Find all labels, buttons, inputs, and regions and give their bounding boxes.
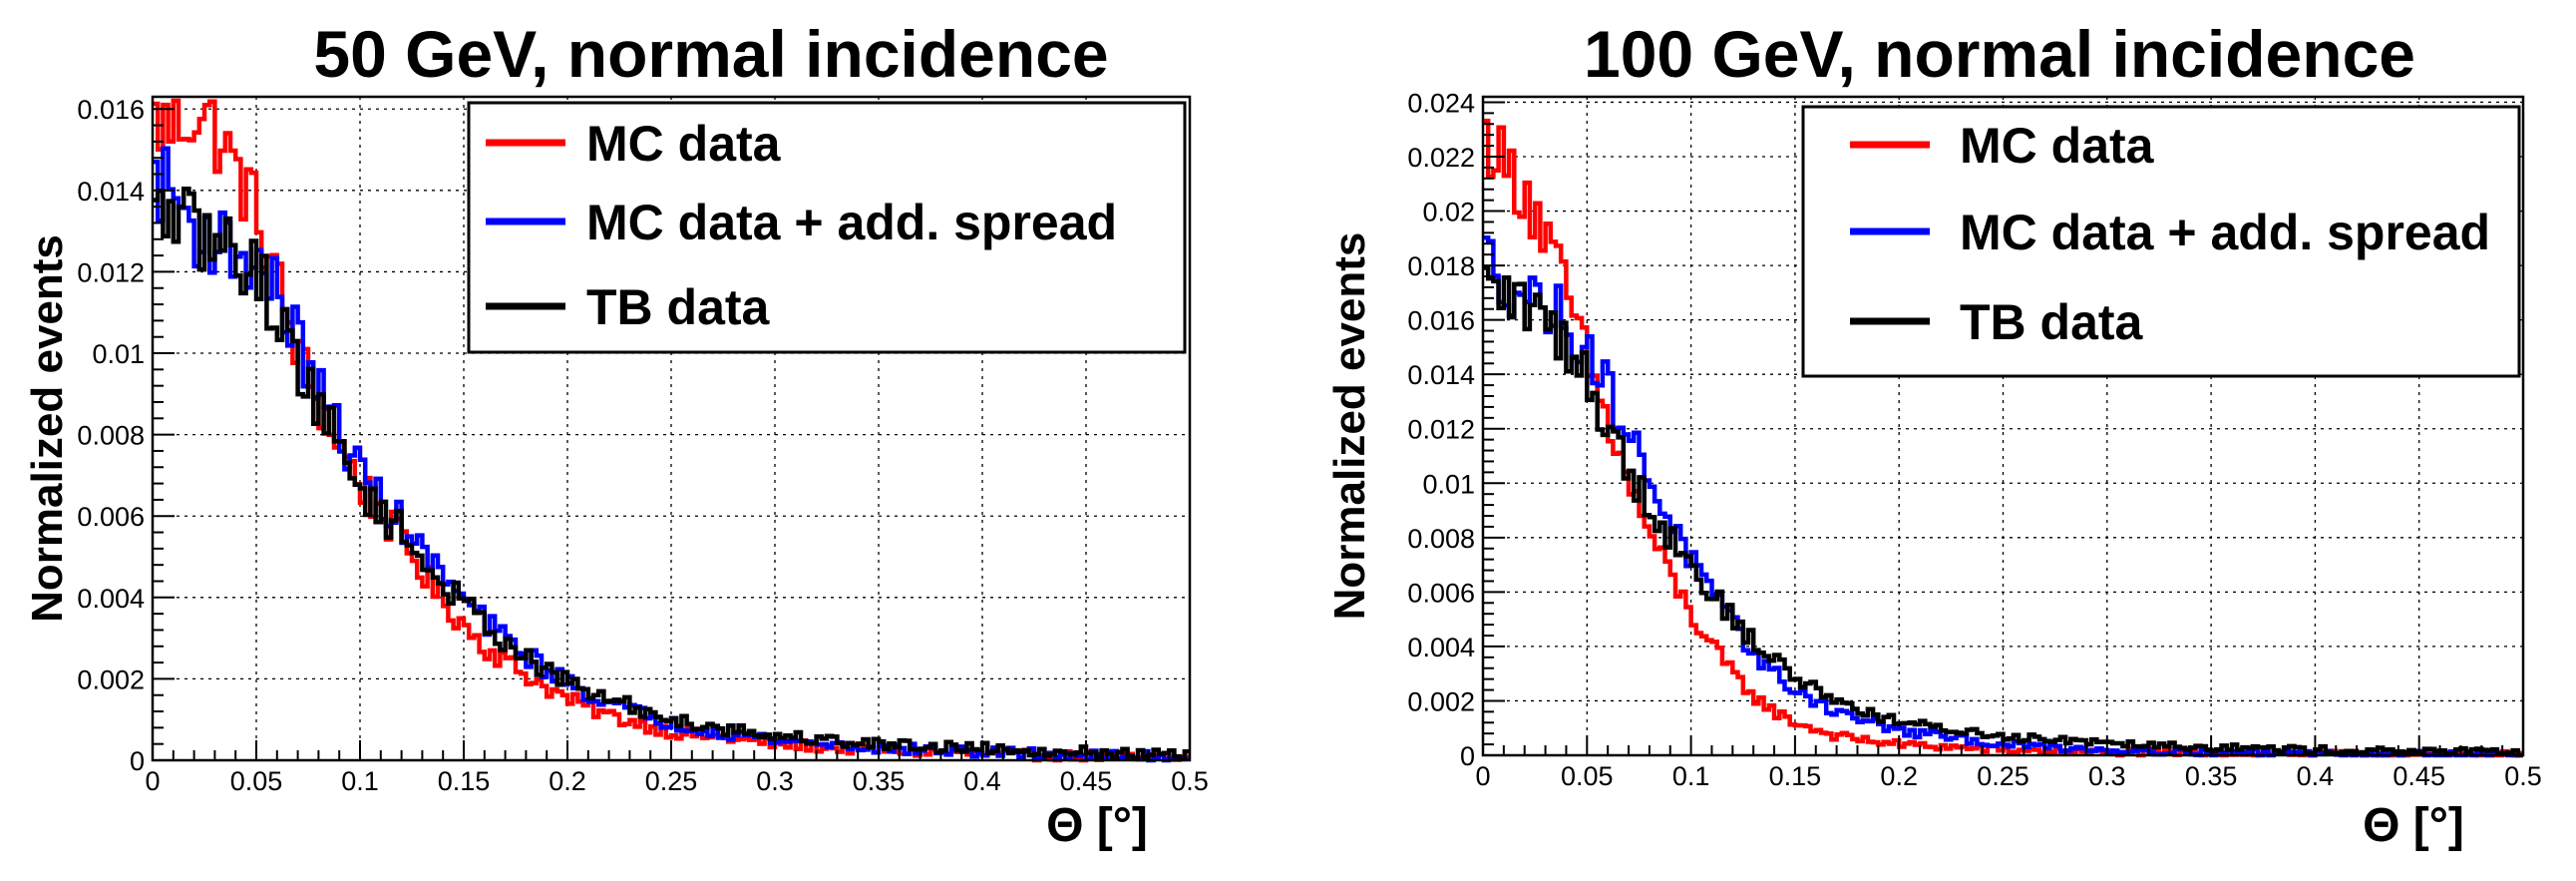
legend-label-2: TB data bbox=[1960, 294, 2144, 350]
x-tick-label: 0.2 bbox=[1880, 761, 1918, 791]
y-tick-label: 0.008 bbox=[1407, 524, 1475, 554]
y-tick-label: 0.006 bbox=[1407, 578, 1475, 608]
series-line-2 bbox=[153, 186, 1190, 762]
legend-label-1: MC data + add. spread bbox=[586, 195, 1117, 250]
x-axis-title: Θ [°] bbox=[2363, 799, 2464, 852]
x-tick-label: 0.25 bbox=[645, 766, 698, 796]
x-tick-label: 0.5 bbox=[2504, 761, 2542, 791]
y-tick-label: 0.004 bbox=[1407, 633, 1475, 662]
legend-label-2: TB data bbox=[586, 279, 771, 335]
series-line-2 bbox=[1483, 265, 2523, 758]
x-tick-label: 0.1 bbox=[341, 766, 379, 796]
chart-50gev: 50 GeV, normal incidence 0 0.05 0.1 0.15 0.2 0… bbox=[23, 17, 1209, 852]
y-tick-label: 0.006 bbox=[77, 502, 145, 532]
y-tick-label: 0.002 bbox=[1407, 686, 1475, 716]
x-tick-label: 0.45 bbox=[2392, 761, 2445, 791]
x-tick-label: 0.15 bbox=[438, 766, 491, 796]
x-tick-label: 0.35 bbox=[2185, 761, 2238, 791]
x-tick-label: 0.1 bbox=[1672, 761, 1710, 791]
legend-label-0: MC data bbox=[1960, 118, 2155, 174]
y-tick-label: 0.016 bbox=[1407, 306, 1475, 336]
x-tick-label: 0.15 bbox=[1769, 761, 1822, 791]
y-tick-label: 0.012 bbox=[77, 257, 145, 287]
y-tick-label: 0.016 bbox=[77, 95, 145, 125]
y-axis-ticks bbox=[1483, 101, 1505, 756]
y-tick-label: 0.022 bbox=[1407, 143, 1475, 173]
x-tick-label: 0.45 bbox=[1060, 766, 1113, 796]
y-axis-ticks bbox=[153, 108, 175, 761]
legend-label-1: MC data + add. spread bbox=[1960, 205, 2490, 260]
y-tick-label: 0.002 bbox=[77, 664, 145, 694]
y-tick-label: 0 bbox=[130, 746, 145, 776]
chart-title: 50 GeV, normal incidence bbox=[313, 17, 1108, 91]
x-tick-label: 0.2 bbox=[549, 766, 586, 796]
legend-label-0: MC data bbox=[586, 116, 782, 172]
legend-box bbox=[467, 101, 1187, 354]
x-tick-label: 0.05 bbox=[1561, 761, 1614, 791]
x-tick-label: 0.4 bbox=[963, 766, 1001, 796]
legend-box bbox=[1801, 105, 2521, 378]
y-tick-label: 0.02 bbox=[1422, 198, 1475, 227]
chart-100gev: 100 GeV, normal incidence 0 0.05 0.1 0.15 0.2… bbox=[1325, 17, 2542, 852]
y-tick-label: 0.024 bbox=[1407, 88, 1475, 118]
y-tick-label: 0.014 bbox=[1407, 360, 1475, 390]
y-axis-title: Normalized events bbox=[23, 234, 72, 623]
x-tick-label: 0.4 bbox=[2297, 761, 2335, 791]
y-axis-title: Normalized events bbox=[1325, 232, 1374, 621]
y-tick-label: 0.014 bbox=[77, 177, 145, 207]
y-tick-label: 0 bbox=[1460, 741, 1475, 771]
x-tick-label: 0.35 bbox=[853, 766, 906, 796]
x-tick-label: 0.05 bbox=[230, 766, 283, 796]
chart-title: 100 GeV, normal incidence bbox=[1584, 17, 2415, 91]
x-tick-label: 0.5 bbox=[1171, 766, 1209, 796]
y-tick-label: 0.018 bbox=[1407, 251, 1475, 281]
x-axis-ticks bbox=[1482, 735, 2524, 755]
y-tick-label: 0.01 bbox=[1422, 469, 1475, 499]
y-tick-label: 0.01 bbox=[92, 339, 145, 369]
legend: MC data MC data + add. spread TB data bbox=[467, 101, 1187, 354]
x-tick-label: 0.3 bbox=[756, 766, 794, 796]
x-tick-label: 0.25 bbox=[1977, 761, 2029, 791]
y-tick-label: 0.012 bbox=[1407, 415, 1475, 445]
x-tick-label: 0.3 bbox=[2088, 761, 2126, 791]
x-tick-label: 0 bbox=[145, 766, 160, 796]
y-tick-label: 0.008 bbox=[77, 421, 145, 451]
legend: MC data MC data + add. spread TB data bbox=[1801, 105, 2521, 378]
y-tick-label: 0.004 bbox=[77, 584, 145, 614]
x-tick-label: 0 bbox=[1475, 761, 1490, 791]
x-axis-title: Θ [°] bbox=[1046, 799, 1148, 852]
